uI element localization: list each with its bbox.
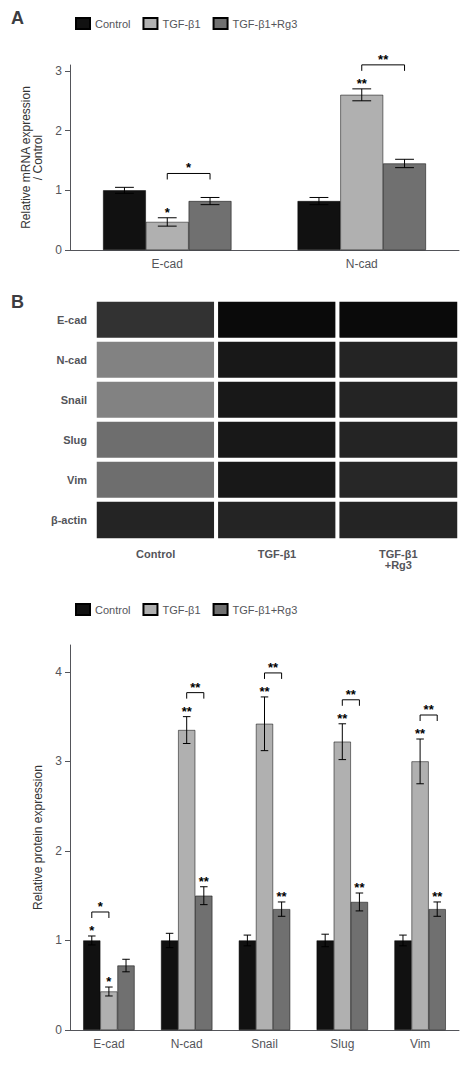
svg-text:TGF-β1: TGF-β1	[162, 604, 200, 616]
svg-text:E-cad: E-cad	[152, 257, 183, 271]
svg-text:**: **	[432, 889, 443, 904]
svg-text:**: **	[415, 726, 426, 741]
svg-text:B: B	[11, 292, 24, 312]
svg-text:Snail: Snail	[251, 1037, 278, 1051]
svg-text:Control: Control	[95, 18, 130, 30]
svg-text:*: *	[165, 205, 171, 220]
svg-text:TGF-β1: TGF-β1	[379, 547, 418, 560]
svg-text:/ Control: / Control	[31, 135, 45, 180]
svg-text:Slug: Slug	[63, 434, 87, 446]
svg-text:TGF-β1+Rg3: TGF-β1+Rg3	[233, 604, 298, 616]
svg-text:TGF-β1+Rg3: TGF-β1+Rg3	[233, 18, 298, 30]
svg-text:2: 2	[55, 124, 62, 138]
svg-text:*: *	[98, 899, 104, 914]
svg-text:Relative protein expression: Relative protein expression	[31, 765, 45, 910]
svg-text:Snail: Snail	[61, 394, 87, 406]
svg-text:E-cad: E-cad	[93, 1037, 124, 1051]
svg-text:N-cad: N-cad	[56, 354, 87, 366]
svg-text:1: 1	[55, 933, 62, 947]
svg-text:**: **	[337, 711, 348, 726]
svg-text:**: **	[190, 680, 201, 695]
svg-text:*: *	[186, 160, 192, 175]
svg-text:*: *	[89, 923, 95, 938]
svg-text:*: *	[106, 974, 112, 989]
svg-text:0: 0	[55, 1023, 62, 1037]
svg-text:A: A	[11, 8, 24, 28]
svg-text:E-cad: E-cad	[57, 314, 87, 326]
svg-text:TGF-β1: TGF-β1	[258, 548, 297, 560]
svg-text:**: **	[199, 874, 210, 889]
svg-text:**: **	[354, 880, 365, 895]
svg-text:+Rg3: +Rg3	[385, 559, 412, 571]
svg-text:Relative mRNA expression: Relative mRNA expression	[19, 86, 33, 229]
svg-text:Control: Control	[95, 604, 130, 616]
svg-text:**: **	[357, 76, 368, 91]
svg-text:1: 1	[55, 183, 62, 197]
svg-text:Vim: Vim	[410, 1037, 430, 1051]
svg-text:4: 4	[55, 665, 62, 679]
svg-text:**: **	[346, 687, 357, 702]
svg-text:**: **	[268, 660, 279, 675]
svg-text:**: **	[378, 52, 389, 67]
svg-text:Slug: Slug	[330, 1037, 354, 1051]
svg-text:N-cad: N-cad	[171, 1037, 203, 1051]
svg-text:3: 3	[55, 754, 62, 768]
svg-text:**: **	[182, 704, 193, 719]
svg-text:2: 2	[55, 844, 62, 858]
svg-text:**: **	[259, 684, 270, 699]
svg-text:Control: Control	[136, 548, 175, 560]
svg-text:3: 3	[55, 64, 62, 78]
svg-text:0: 0	[55, 243, 62, 257]
svg-text:N-cad: N-cad	[346, 257, 378, 271]
svg-text:Vim: Vim	[67, 474, 87, 486]
svg-text:**: **	[424, 702, 435, 717]
svg-text:TGF-β1: TGF-β1	[162, 18, 200, 30]
svg-text:**: **	[277, 889, 288, 904]
svg-text:β-actin: β-actin	[51, 514, 87, 526]
